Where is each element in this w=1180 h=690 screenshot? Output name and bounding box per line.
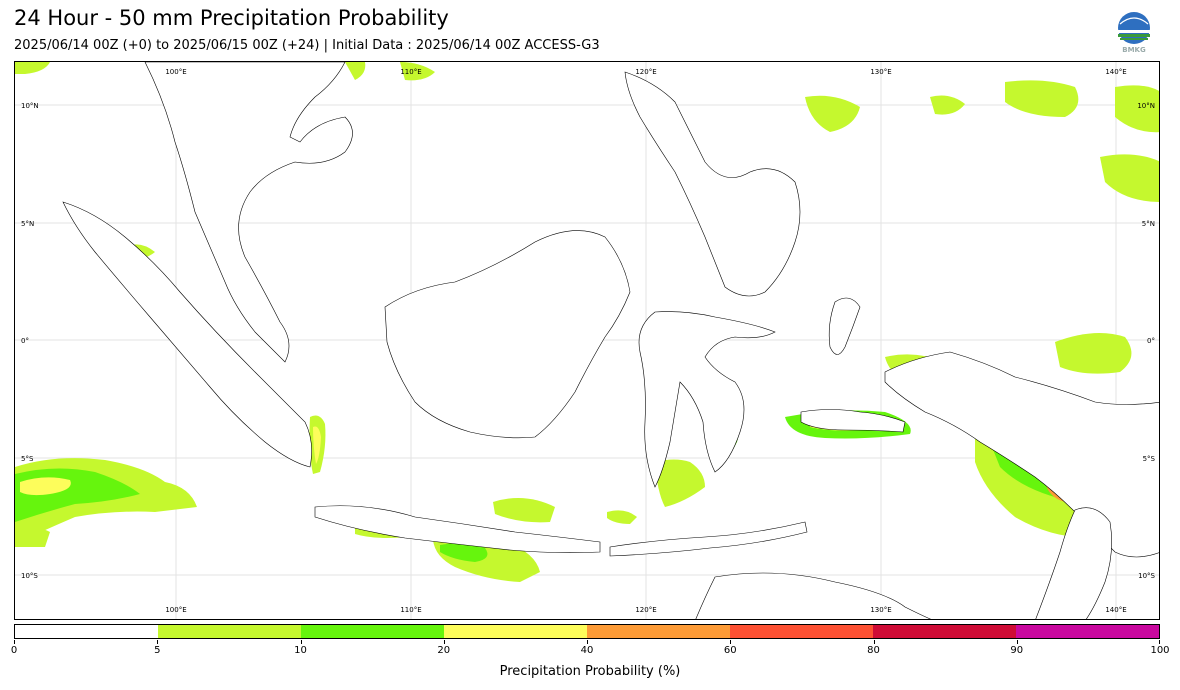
colorbar-tick-mark bbox=[1159, 640, 1160, 644]
lat-label-right: 5°N bbox=[1142, 220, 1155, 228]
coastlines bbox=[62, 62, 1159, 619]
lat-label-right: 0° bbox=[1147, 337, 1155, 345]
colorbar-segment bbox=[301, 625, 444, 638]
colorbar-label: Precipitation Probability (%) bbox=[499, 664, 681, 679]
colorbar-tick-label: 10 bbox=[294, 645, 307, 656]
lat-label-left: 0° bbox=[21, 337, 29, 345]
lon-label-top: 130°E bbox=[870, 68, 891, 76]
colorbar-tick-mark bbox=[157, 640, 159, 644]
colorbar-tick-mark bbox=[14, 640, 15, 644]
lat-label-left: 5°N bbox=[21, 220, 34, 228]
lon-label-top: 110°E bbox=[400, 68, 421, 76]
colorbar-segment bbox=[158, 625, 301, 638]
colorbar-segment bbox=[444, 625, 587, 638]
colorbar-segment bbox=[1016, 625, 1159, 638]
map-panel: 100°E 110°E 120°E 130°E 140°E 100°E 110°… bbox=[14, 61, 1160, 620]
colorbar-tick-mark bbox=[1016, 640, 1018, 644]
lon-label-bottom: 120°E bbox=[635, 606, 656, 614]
grid-labels: 100°E 110°E 120°E 130°E 140°E 100°E 110°… bbox=[21, 68, 1156, 614]
colorbar-tick-label: 5 bbox=[154, 645, 161, 656]
lon-label-bottom: 100°E bbox=[165, 606, 186, 614]
logo-text: BMKG bbox=[1122, 46, 1146, 54]
colorbar-tick-mark bbox=[443, 640, 445, 644]
lat-label-left: 5°S bbox=[21, 455, 34, 463]
precipitation-map: 100°E 110°E 120°E 130°E 140°E 100°E 110°… bbox=[15, 62, 1159, 619]
colorbar-tick-mark bbox=[730, 640, 732, 644]
colorbar-tick-label: 0 bbox=[10, 645, 18, 656]
colorbar-tick-mark bbox=[587, 640, 588, 644]
lon-label-top: 100°E bbox=[165, 68, 186, 76]
lat-label-right: 5°S bbox=[1143, 455, 1156, 463]
lat-label-right: 10°S bbox=[1138, 572, 1155, 580]
lat-label-left: 10°S bbox=[21, 572, 38, 580]
colorbar bbox=[14, 624, 1160, 639]
colorbar-segment bbox=[730, 625, 873, 638]
colorbar-tick-label: 40 bbox=[580, 645, 594, 656]
lon-label-top: 140°E bbox=[1105, 68, 1126, 76]
bmkg-logo: BMKG bbox=[1112, 10, 1156, 56]
chart-subtitle: 2025/06/14 00Z (+0) to 2025/06/15 00Z (+… bbox=[14, 38, 600, 53]
colorbar-tick-label: 80 bbox=[867, 645, 880, 656]
colorbar-tick-mark bbox=[300, 640, 302, 644]
lon-label-bottom: 110°E bbox=[400, 606, 421, 614]
colorbar-ticks: 0 5 10 20 40 60 80 90 100 bbox=[10, 640, 1170, 660]
lon-label-bottom: 140°E bbox=[1105, 606, 1126, 614]
lon-label-bottom: 130°E bbox=[870, 606, 891, 614]
lat-label-right: 10°N bbox=[1137, 102, 1155, 110]
colorbar-segment bbox=[15, 625, 158, 638]
colorbar-tick-label: 90 bbox=[1010, 645, 1024, 656]
colorbar-segment bbox=[873, 625, 1016, 638]
colorbar-tick-label: 20 bbox=[437, 645, 451, 656]
colorbar-tick-label: 100 bbox=[1150, 645, 1170, 656]
lon-label-top: 120°E bbox=[635, 68, 656, 76]
colorbar-tick-mark bbox=[873, 640, 875, 644]
chart-title: 24 Hour - 50 mm Precipitation Probabilit… bbox=[14, 6, 449, 30]
colorbar-segment bbox=[587, 625, 730, 638]
colorbar-tick-label: 60 bbox=[723, 645, 737, 656]
lat-label-left: 10°N bbox=[21, 102, 39, 110]
